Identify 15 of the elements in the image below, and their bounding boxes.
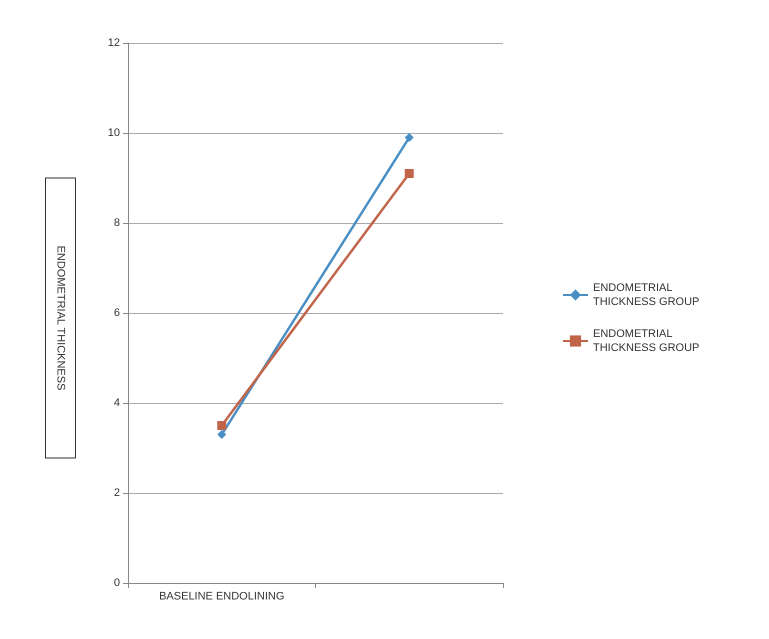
x-tick-label: BASELINE ENDOLINING [159, 590, 284, 602]
point [404, 133, 414, 142]
point [404, 169, 414, 178]
y-tick-label: 2 [114, 487, 120, 499]
y-tick-label: 10 [108, 127, 120, 139]
y-tick-label: 0 [114, 577, 120, 589]
y-tick-label: 12 [108, 37, 120, 49]
legend-label: ENDOMETRIAL THICKNESS GROUP [593, 328, 700, 354]
point [217, 421, 226, 430]
y-tick-label: 6 [114, 307, 120, 319]
point [217, 430, 226, 439]
legend-label: ENDOMETRIAL THICKNESS GROUP [593, 282, 700, 308]
y-axis-title: ENDOMETRIAL THICKNESS [54, 246, 66, 390]
y-tick-label: 4 [114, 397, 120, 409]
y-tick-label: 8 [114, 217, 120, 229]
